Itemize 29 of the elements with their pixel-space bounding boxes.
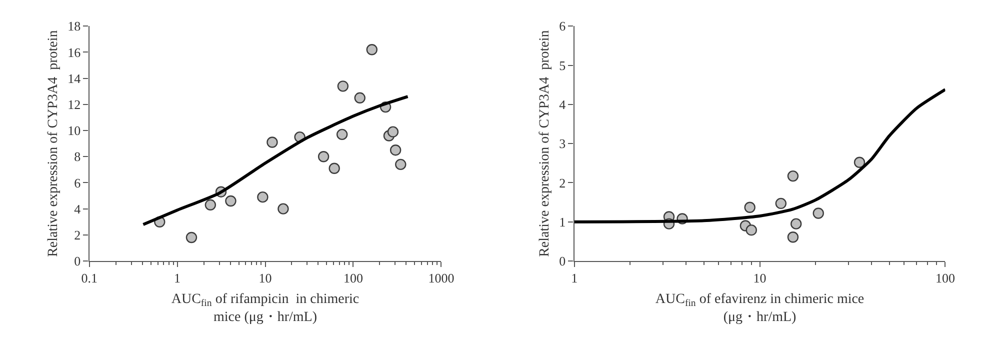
y-tick-label: 0 [559, 254, 566, 269]
y-tick-label: 10 [68, 123, 81, 138]
y-tick-label: 2 [74, 227, 81, 242]
x-tick-label: 1000 [428, 270, 454, 286]
y-tick-label: 5 [559, 58, 566, 73]
y-tick-label: 8 [74, 149, 81, 164]
y-tick-label: 12 [68, 96, 81, 112]
y-tick-label: 1 [559, 214, 566, 230]
y-tick-label: 16 [68, 44, 82, 60]
x-tick-label: 1 [174, 270, 181, 286]
y-axis-title: Relative expression of CYP3A4 protein [46, 30, 62, 257]
y-tick-label: 6 [559, 18, 566, 34]
x-axis-title: AUC$_{fin}$ of rifampicin in chimeric mice (μg・hr/mL) [171, 292, 360, 326]
y-tick-label: 14 [68, 70, 82, 86]
y-tick-label: 0 [74, 254, 81, 269]
x-tick-label: 10 [753, 270, 766, 286]
x-tick-label: 0.1 [81, 270, 98, 286]
x-tick-label: 100 [935, 270, 955, 286]
x-tick-label: 10 [258, 270, 272, 286]
x-tick-label: 1 [571, 270, 578, 286]
y-tick-label: 18 [68, 18, 81, 34]
y-tick-label: 4 [74, 201, 82, 216]
x-axis-title: AUC$_{fin}$ of efavirenz in chimeric mice (μg・hr/mL) [655, 292, 864, 326]
x-tick-label: 100 [343, 270, 363, 286]
y-tick-label: 3 [559, 136, 566, 152]
y-tick-label: 6 [74, 175, 82, 190]
y-axis-title: Relative expression of CYP3A4 protein [538, 30, 553, 257]
y-tick-label: 2 [559, 175, 566, 190]
y-tick-label: 4 [559, 96, 566, 112]
